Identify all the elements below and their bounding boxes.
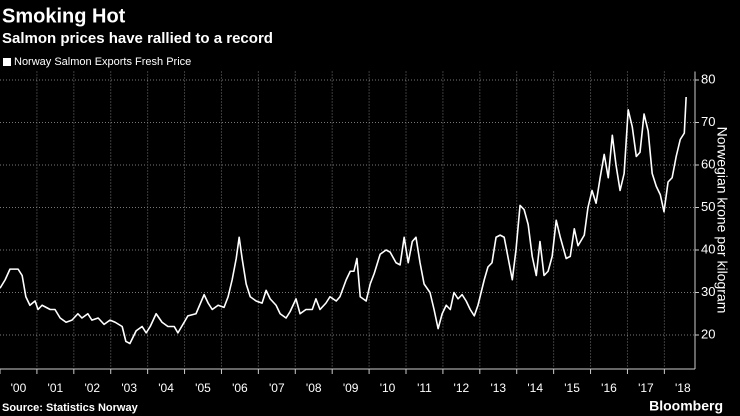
source: Source: Statistics Norway — [2, 402, 139, 414]
x-tick-label: '11 — [417, 381, 432, 395]
brand: Bloomberg — [649, 398, 723, 414]
chart-title: Smoking Hot — [2, 5, 126, 27]
x-tick-label: '12 — [454, 381, 470, 395]
y-tick-label: 40 — [701, 241, 715, 256]
y-tick-label: 50 — [701, 199, 715, 214]
x-tick-label: '13 — [490, 381, 506, 395]
x-tick-label: '16 — [601, 381, 617, 395]
x-tick-label: '15 — [564, 381, 580, 395]
x-tick-label: '06 — [232, 381, 248, 395]
x-tick-label: '01 — [48, 381, 64, 395]
x-tick-label: '04 — [158, 381, 174, 395]
y-tick-label: 20 — [701, 326, 715, 341]
y-axis-label: Norwegian krone per kilogram — [714, 127, 730, 314]
y-tick-label: 80 — [701, 71, 715, 86]
x-tick-label: '18 — [675, 381, 691, 395]
x-tick-label: '09 — [343, 381, 359, 395]
y-tick-label: 30 — [701, 284, 715, 299]
x-tick-label: '14 — [527, 381, 543, 395]
x-tick-label: '03 — [121, 381, 137, 395]
chart-subtitle: Salmon prices have rallied to a record — [2, 30, 273, 47]
x-tick-label: '00 — [11, 381, 27, 395]
x-tick-label: '07 — [269, 381, 285, 395]
x-tick-label: '10 — [380, 381, 396, 395]
legend-swatch — [3, 58, 11, 66]
y-tick-label: 70 — [701, 114, 715, 129]
x-tick-label: '08 — [306, 381, 322, 395]
x-tick-label: '05 — [195, 381, 211, 395]
y-tick-label: 60 — [701, 156, 715, 171]
x-tick-label: '02 — [84, 381, 100, 395]
legend-label: Norway Salmon Exports Fresh Price — [14, 56, 191, 68]
x-tick-label: '17 — [638, 381, 654, 395]
series-line — [0, 96, 687, 345]
